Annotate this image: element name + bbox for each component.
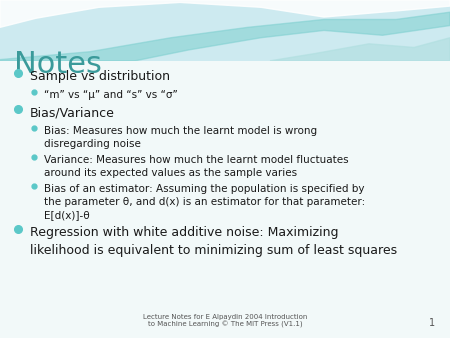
Text: E[d(x)]-θ: E[d(x)]-θ	[44, 210, 90, 220]
Text: Variance: Measures how much the learnt model fluctuates: Variance: Measures how much the learnt m…	[44, 155, 349, 165]
Text: Regression with white additive noise: Maximizing: Regression with white additive noise: Ma…	[30, 226, 338, 239]
Text: Lecture Notes for E Alpaydin 2004 Introduction
to Machine Learning © The MIT Pre: Lecture Notes for E Alpaydin 2004 Introd…	[143, 314, 307, 328]
Text: likelihood is equivalent to minimizing sum of least squares: likelihood is equivalent to minimizing s…	[30, 244, 397, 257]
Text: Bias/Variance: Bias/Variance	[30, 106, 115, 119]
Text: Notes: Notes	[14, 50, 102, 79]
Text: around its expected values as the sample varies: around its expected values as the sample…	[44, 168, 297, 178]
Text: “m” vs “μ” and “s” vs “σ”: “m” vs “μ” and “s” vs “σ”	[44, 90, 178, 100]
Text: Sample vs distribution: Sample vs distribution	[30, 70, 170, 83]
Polygon shape	[270, 38, 450, 61]
Text: Bias of an estimator: Assuming the population is specified by: Bias of an estimator: Assuming the popul…	[44, 184, 365, 194]
Polygon shape	[0, 12, 450, 61]
Text: Bias: Measures how much the learnt model is wrong: Bias: Measures how much the learnt model…	[44, 126, 317, 136]
Text: the parameter θ, and d(x) is an estimator for that parameter:: the parameter θ, and d(x) is an estimato…	[44, 197, 365, 207]
Text: 1: 1	[429, 318, 435, 328]
Text: disregarding noise: disregarding noise	[44, 139, 141, 149]
Polygon shape	[0, 0, 450, 27]
